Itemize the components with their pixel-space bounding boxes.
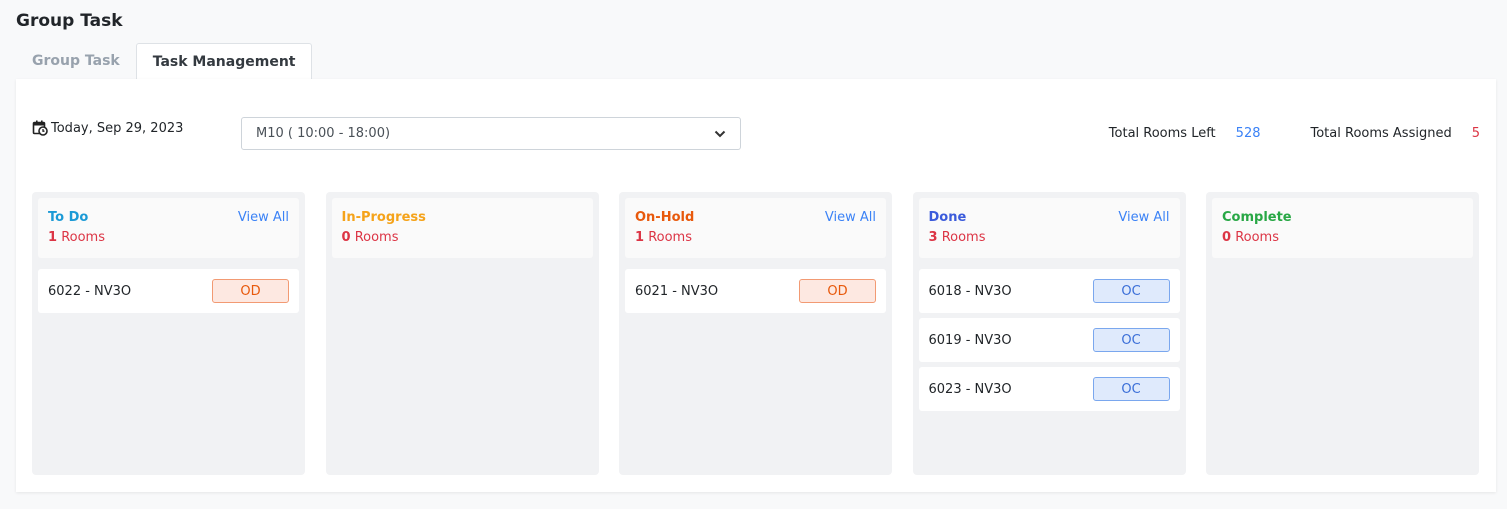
room-count-value: 1 [48, 230, 58, 245]
room-count: 1 Rooms [635, 230, 876, 245]
rooms-assigned-label: Total Rooms Assigned [1310, 126, 1452, 141]
room-count: 0 Rooms [342, 230, 583, 245]
room-name: 6018 - NV3O [928, 283, 1012, 299]
room-count-value: 1 [635, 230, 645, 245]
room-card[interactable]: 6023 - NV3O OC [918, 367, 1180, 411]
room-count: 3 Rooms [929, 230, 1170, 245]
task-management-panel: Today, Sep 29, 2023 M10 ( 10:00 - 18:00)… [16, 79, 1496, 492]
room-card[interactable]: 6022 - NV3O OD [38, 269, 299, 313]
room-stats: Total Rooms Left 528 Total Rooms Assigne… [1109, 126, 1480, 141]
room-count-label: Rooms [648, 230, 692, 245]
date-text: Today, Sep 29, 2023 [51, 120, 184, 136]
rooms-left-label: Total Rooms Left [1108, 126, 1216, 141]
column-header: Done 3 Rooms View All [918, 198, 1180, 258]
status-badge: OD [799, 279, 876, 303]
page-title: Group Task [16, 11, 123, 31]
room-name: 6023 - NV3O [928, 381, 1012, 397]
view-all-link[interactable]: View All [237, 210, 289, 225]
column-title: Done [928, 210, 967, 225]
rooms-left-value: 528 [1235, 126, 1261, 141]
column-done: Done 3 Rooms View All 6018 - NV3O OC 6019 - … [912, 192, 1186, 475]
status-badge: OC [1092, 328, 1170, 352]
tab-bar: Group Task Task Management [16, 43, 313, 79]
column-on-hold: On-Hold 1 Rooms View All 6021 - NV3O OD [619, 192, 892, 475]
room-count-value: 0 [341, 230, 351, 245]
room-count-value: 0 [1222, 230, 1232, 245]
room-count-value: 3 [928, 230, 938, 245]
column-title: To Do [48, 210, 89, 225]
column-header: On-Hold 1 Rooms View All [625, 198, 886, 258]
room-count-label: Rooms [941, 230, 986, 245]
status-badge: OC [1092, 377, 1170, 401]
room-name: 6019 - NV3O [928, 332, 1012, 348]
shift-select-value: M10 ( 10:00 - 18:00) [256, 126, 391, 141]
room-card[interactable]: 6021 - NV3O OD [625, 269, 886, 313]
tab-task-management[interactable]: Task Management [135, 43, 313, 79]
column-header: To Do 1 Rooms View All [38, 198, 299, 258]
room-name: 6021 - NV3O [635, 283, 719, 299]
view-all-link[interactable]: View All [824, 210, 876, 225]
room-count-label: Rooms [354, 230, 399, 245]
shift-select[interactable]: M10 ( 10:00 - 18:00) [241, 117, 741, 150]
column-header: In-Progress 0 Rooms [331, 198, 593, 258]
room-name: 6022 - NV3O [48, 283, 132, 299]
column-title: In-Progress [341, 210, 426, 225]
room-count-label: Rooms [1235, 230, 1279, 245]
room-count-label: Rooms [61, 230, 105, 245]
column-to-do: To Do 1 Rooms View All 6022 - NV3O OD [32, 192, 305, 475]
tab-group-task[interactable]: Group Task [32, 53, 120, 69]
date-display: Today, Sep 29, 2023 [32, 120, 183, 136]
column-complete: Complete 0 Rooms [1206, 192, 1479, 475]
column-title: Complete [1222, 210, 1292, 225]
column-header: Complete 0 Rooms [1212, 198, 1473, 258]
room-card[interactable]: 6018 - NV3O OC [918, 269, 1180, 313]
column-title: On-Hold [635, 210, 695, 225]
room-count: 0 Rooms [1222, 230, 1463, 245]
room-card[interactable]: 6019 - NV3O OC [918, 318, 1180, 362]
rooms-assigned-value: 5 [1471, 126, 1480, 141]
column-in-progress: In-Progress 0 Rooms [325, 192, 599, 475]
calendar-clock-icon [32, 120, 48, 136]
view-all-link[interactable]: View All [1118, 210, 1170, 225]
chevron-down-icon [714, 130, 726, 137]
room-count: 1 Rooms [48, 230, 289, 245]
status-badge: OD [212, 279, 289, 303]
status-badge: OC [1092, 279, 1170, 303]
